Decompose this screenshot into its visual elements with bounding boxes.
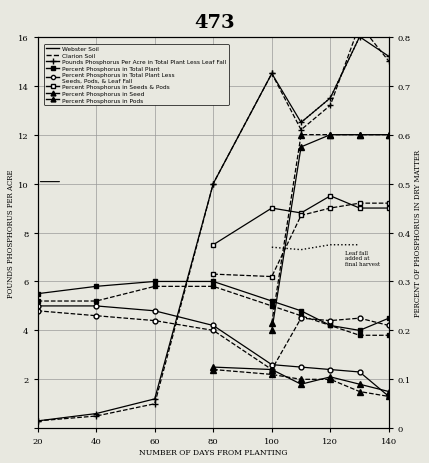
Y-axis label: POUNDS PHOSPHORUS PER ACRE: POUNDS PHOSPHORUS PER ACRE (7, 169, 15, 297)
Text: 473: 473 (194, 14, 235, 32)
X-axis label: NUMBER OF DAYS FROM PLANTING: NUMBER OF DAYS FROM PLANTING (139, 448, 287, 456)
Y-axis label: PERCENT OF PHOSPHORUS IN DRY MATTER: PERCENT OF PHOSPHORUS IN DRY MATTER (414, 150, 422, 316)
Text: Leaf fall
added at
final harvest: Leaf fall added at final harvest (0, 462, 1, 463)
Text: Leaf fall
added at
final harvest: Leaf fall added at final harvest (345, 250, 380, 267)
Legend: Webster Soil, Clarion Soil, Pounds Phosphorus Per Acre in Total Plant Less Leaf : Webster Soil, Clarion Soil, Pounds Phosp… (44, 44, 229, 106)
